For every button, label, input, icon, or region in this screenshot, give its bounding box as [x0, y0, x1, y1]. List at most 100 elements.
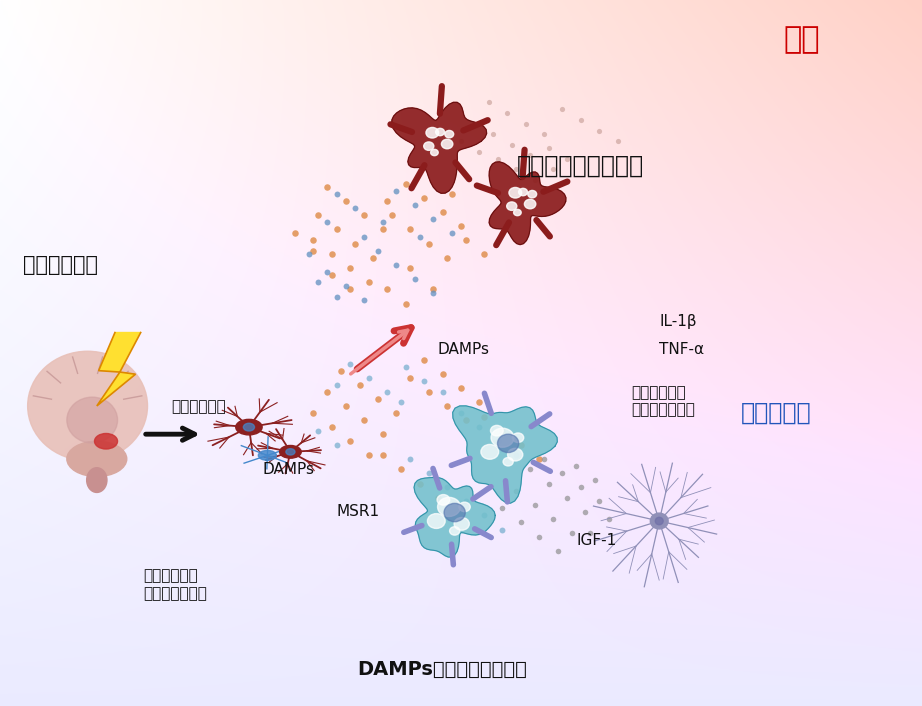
Point	[371, 393, 385, 405]
Point	[491, 436, 505, 447]
Point	[546, 513, 561, 525]
Point	[560, 492, 574, 503]
Point	[426, 284, 441, 295]
Point	[389, 185, 404, 196]
Point	[546, 164, 561, 175]
Point	[569, 460, 584, 472]
Point	[403, 224, 418, 235]
Point	[403, 263, 418, 274]
Point	[495, 425, 510, 436]
Ellipse shape	[481, 445, 499, 460]
Ellipse shape	[503, 457, 514, 466]
Point	[477, 411, 491, 422]
Point	[550, 545, 565, 556]
Point	[472, 397, 487, 408]
Point	[458, 234, 473, 246]
Point	[361, 450, 376, 461]
Ellipse shape	[87, 467, 107, 493]
Point	[338, 280, 353, 292]
Point	[338, 196, 353, 207]
Text: 炎症の収束: 炎症の収束	[740, 401, 811, 425]
Point	[458, 496, 473, 507]
Point	[306, 407, 321, 419]
Point	[375, 224, 390, 235]
Ellipse shape	[525, 199, 536, 209]
Point	[334, 365, 349, 376]
Point	[523, 150, 538, 161]
Point	[421, 386, 436, 397]
Point	[541, 143, 556, 154]
Ellipse shape	[518, 189, 527, 196]
Point	[375, 450, 390, 461]
Point	[361, 277, 376, 288]
Point	[343, 284, 358, 295]
Point	[491, 153, 505, 164]
Point	[357, 231, 372, 242]
Ellipse shape	[426, 127, 439, 138]
Ellipse shape	[66, 441, 126, 477]
Point	[380, 284, 395, 295]
Ellipse shape	[444, 131, 454, 138]
Ellipse shape	[428, 514, 445, 528]
Point	[537, 453, 551, 465]
Point	[375, 217, 390, 228]
Point	[389, 259, 404, 270]
Polygon shape	[490, 162, 566, 245]
Point	[527, 174, 542, 186]
Point	[555, 104, 570, 115]
Point	[306, 234, 321, 246]
Point	[426, 213, 441, 225]
Ellipse shape	[514, 209, 521, 216]
Point	[592, 496, 607, 507]
Point	[398, 361, 413, 373]
Ellipse shape	[286, 449, 295, 455]
Point	[440, 252, 455, 263]
Point	[325, 270, 339, 281]
Point	[421, 238, 436, 249]
Point	[454, 220, 468, 232]
Point	[509, 485, 524, 496]
Point	[329, 439, 344, 450]
Point	[389, 407, 404, 419]
Point	[329, 291, 344, 302]
Point	[454, 383, 468, 394]
Point	[573, 481, 588, 493]
Point	[514, 439, 528, 450]
Ellipse shape	[491, 428, 514, 448]
Ellipse shape	[459, 502, 470, 512]
Point	[555, 467, 570, 479]
Point	[610, 136, 625, 147]
Ellipse shape	[450, 527, 460, 535]
Ellipse shape	[279, 445, 301, 458]
Point	[472, 146, 487, 157]
Point	[573, 114, 588, 126]
Ellipse shape	[650, 513, 668, 529]
Point	[329, 189, 344, 200]
Point	[320, 217, 335, 228]
Point	[306, 245, 321, 256]
Point	[311, 210, 325, 221]
Text: DAMPsの排除　神経修復: DAMPsの排除 神経修復	[358, 660, 527, 679]
PathPatch shape	[97, 332, 141, 406]
Point	[412, 231, 427, 242]
Text: 脳梗塞の発症: 脳梗塞の発症	[23, 255, 98, 275]
Ellipse shape	[66, 397, 118, 443]
Ellipse shape	[28, 351, 148, 460]
Point	[371, 245, 385, 256]
Ellipse shape	[236, 419, 262, 435]
Point	[532, 531, 547, 542]
Point	[329, 379, 344, 390]
Text: DAMPs: DAMPs	[438, 342, 490, 357]
Ellipse shape	[513, 433, 524, 443]
Point	[472, 421, 487, 433]
Point	[477, 249, 491, 260]
Point	[398, 298, 413, 309]
Point	[320, 181, 335, 193]
Ellipse shape	[435, 128, 444, 136]
Point	[338, 400, 353, 412]
Point	[454, 407, 468, 419]
Ellipse shape	[94, 433, 118, 449]
Point	[435, 369, 450, 380]
Point	[325, 421, 339, 433]
Point	[403, 453, 418, 465]
